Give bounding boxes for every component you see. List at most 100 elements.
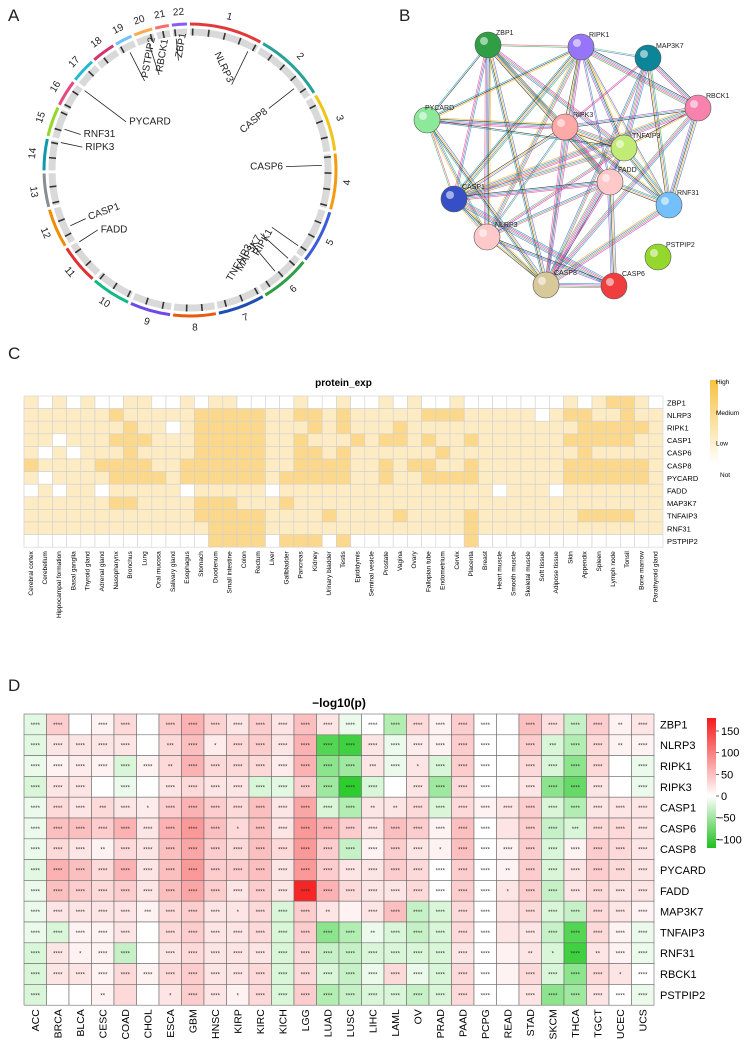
heatmap-cell — [449, 420, 465, 435]
heatmap-cell — [46, 984, 70, 1006]
heatmap-cell — [123, 420, 138, 435]
heatmap-cell — [549, 433, 564, 447]
significance-stars: **** — [188, 765, 198, 771]
significance-stars: **** — [391, 848, 401, 854]
row-label: MAP3K7 — [660, 907, 703, 919]
heatmap-cell — [620, 420, 635, 435]
significance-stars: **** — [53, 910, 63, 916]
heatmap-cell — [421, 433, 437, 447]
chromosome-ideogram — [257, 47, 311, 100]
heatmap-cell — [279, 509, 295, 523]
network-edge — [671, 108, 701, 206]
network-edge — [454, 183, 611, 202]
chromosome-label: 15 — [34, 110, 48, 125]
heatmap-cell — [80, 521, 96, 535]
significance-stars: **** — [346, 931, 356, 937]
network-edge — [453, 147, 624, 199]
significance-stars: **** — [481, 785, 491, 791]
significance-stars: **** — [638, 723, 648, 729]
significance-stars: **** — [233, 952, 243, 958]
significance-stars: **** — [436, 952, 446, 958]
cytoband — [72, 90, 79, 96]
heatmap-cell — [250, 408, 266, 422]
significance-stars: **** — [31, 931, 41, 937]
heatmap-cell — [321, 509, 337, 523]
significance-stars: ** — [393, 806, 398, 812]
heatmap-cell — [165, 458, 181, 472]
heatmap-cell — [179, 458, 195, 472]
significance-stars: **** — [368, 889, 378, 895]
significance-stars: **** — [593, 723, 603, 729]
significance-stars: ** — [325, 910, 330, 916]
significance-stars: **** — [391, 827, 401, 833]
chromosome-label: 19 — [111, 22, 126, 37]
heatmap-cell — [435, 509, 451, 523]
heatmap-cell — [222, 408, 238, 422]
heatmap-cell — [91, 776, 115, 798]
cytoband — [207, 29, 210, 37]
significance-stars: ** — [505, 869, 510, 875]
heatmap-cell — [208, 408, 224, 422]
gene-label: CASP6 — [250, 161, 283, 172]
cytoband — [103, 57, 109, 64]
heatmap-cell — [307, 509, 323, 523]
heatmap-cell — [179, 471, 195, 485]
heatmap-cell — [463, 446, 479, 460]
significance-stars: **** — [593, 973, 603, 979]
significance-stars: * — [507, 889, 510, 895]
chromosome-ideogram — [52, 109, 69, 139]
cytoband — [161, 301, 165, 309]
heatmap-cell — [108, 534, 124, 548]
column-label: Liver — [269, 550, 276, 565]
heatmap-cell — [449, 408, 465, 422]
significance-stars: **** — [458, 744, 468, 750]
heatmap-cell — [336, 534, 351, 548]
heatmap-cell — [222, 521, 238, 535]
heatmap-cell — [194, 395, 209, 409]
row-label: TNFAIP3 — [667, 512, 697, 521]
significance-stars: **** — [98, 744, 108, 750]
significance-stars: **** — [368, 827, 378, 833]
heatmap-cell — [179, 483, 195, 498]
network-edge — [453, 107, 699, 200]
cytoband — [251, 44, 257, 52]
heatmap-cell — [151, 509, 167, 523]
heatmap-cell — [250, 395, 266, 409]
network-edge — [546, 205, 670, 287]
row-label: ZBP1 — [667, 398, 686, 407]
significance-stars: **** — [526, 910, 536, 916]
heatmap-cell — [648, 420, 664, 435]
significance-stars: * — [417, 765, 420, 771]
column-label: STAD — [525, 1009, 537, 1037]
significance-stars: **** — [368, 973, 378, 979]
gene-pointer — [129, 52, 145, 82]
colorbar-label: 50 — [721, 769, 733, 781]
heatmap-cell — [506, 471, 522, 485]
column-label: COAD — [120, 1009, 132, 1040]
column-label: PAAD — [458, 1009, 470, 1037]
heatmap-cell — [265, 534, 280, 548]
significance-stars: **** — [233, 785, 243, 791]
heatmap-cell — [634, 521, 650, 535]
network-edge — [608, 182, 614, 287]
heatmap-cell — [407, 433, 422, 447]
significance-stars: **** — [616, 993, 626, 999]
significance-stars: **** — [503, 848, 513, 854]
heatmap-cell — [435, 483, 451, 498]
ppi-network: ZBP1 RIPK1 MAP3K7 RBCK1 PYCARD RIPK3 TNFAIP3 CA… — [413, 30, 729, 300]
heatmap-cell — [534, 471, 550, 485]
cytoband — [279, 64, 286, 71]
heatmap-cell — [279, 446, 295, 460]
network-edge — [452, 44, 488, 199]
cytoband — [288, 260, 296, 266]
heatmap-cell — [222, 433, 238, 447]
cytoband — [119, 46, 125, 54]
significance-stars: **** — [166, 869, 176, 875]
heatmap-cell — [37, 471, 53, 485]
significance-stars: **** — [98, 827, 108, 833]
heatmap-cell — [378, 395, 394, 409]
significance-stars: **** — [458, 952, 468, 958]
heatmap-cell — [534, 395, 550, 409]
significance-stars: **** — [548, 723, 558, 729]
significance-stars: **** — [256, 785, 266, 791]
